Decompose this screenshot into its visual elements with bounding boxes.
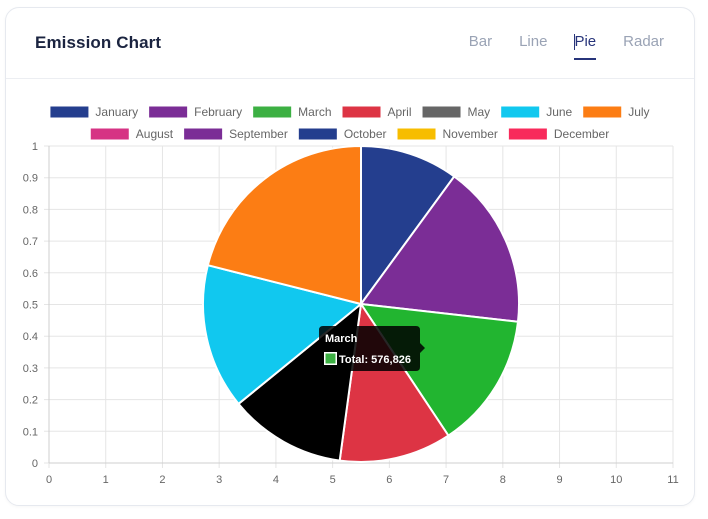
x-tick-label: 4 <box>273 474 279 486</box>
legend-swatch-june <box>501 106 540 118</box>
x-axis: 0 1 2 3 4 5 6 7 8 9 10 11 <box>46 474 679 486</box>
tab-line[interactable]: Line <box>519 33 547 60</box>
legend-label-december: December <box>554 127 609 141</box>
legend-swatch-february <box>149 106 188 118</box>
tab-radar-label: Radar <box>623 33 664 50</box>
legend-label-january: January <box>95 105 138 119</box>
tab-pie-label: Pie <box>574 33 597 50</box>
chart-title: Emission Chart <box>35 33 162 52</box>
text-cursor-caret <box>574 34 576 50</box>
x-tick-label: 7 <box>443 474 449 486</box>
legend-label-july: July <box>628 105 649 119</box>
legend-label-october: October <box>344 127 387 141</box>
y-tick-label: 0.4 <box>23 331 38 343</box>
tooltip-title: March <box>325 333 358 345</box>
y-tick-label: 0.1 <box>23 426 38 438</box>
pie-slice-january[interactable] <box>360 144 456 308</box>
y-tick-label: 1 <box>32 141 38 153</box>
legend-swatch-march <box>253 106 292 118</box>
legend-swatch-december <box>508 128 547 140</box>
x-tick-label: 6 <box>386 474 392 486</box>
pie-slices[interactable] <box>202 144 520 463</box>
y-axis: 0 0.1 0.2 0.3 0.4 0.5 0.6 0.7 0.8 0.9 1 <box>23 141 38 470</box>
x-tick-label: 8 <box>500 474 506 486</box>
y-tick-label: 0.7 <box>23 236 38 248</box>
legend-label-november: November <box>443 127 498 141</box>
x-tick-label: 5 <box>330 474 336 486</box>
legend-swatch-may <box>422 106 461 118</box>
legend-label-september: September <box>229 127 288 141</box>
tab-line-label: Line <box>519 33 548 50</box>
tab-pie[interactable]: Pie <box>574 33 596 60</box>
legend-label-february: February <box>194 105 242 119</box>
legend-label-august: August <box>136 127 174 141</box>
card-header: Emission Chart Bar Line Pie Radar <box>6 8 694 79</box>
y-tick-label: 0 <box>32 458 38 470</box>
tooltip-swatch <box>325 353 336 364</box>
legend-swatch-november <box>397 128 436 140</box>
legend-swatch-july <box>583 106 622 118</box>
pie-slice-june[interactable] <box>202 263 364 406</box>
emission-chart-card: Emission Chart Bar Line Pie Radar Januar… <box>5 7 695 506</box>
y-tick-label: 0.3 <box>23 363 38 375</box>
legend-swatch-september <box>184 128 223 140</box>
chart-legend: January February March April May June July Augu… <box>50 105 650 141</box>
x-tick-label: 9 <box>556 474 562 486</box>
legend-label-may: May <box>468 105 491 119</box>
y-tick-label: 0.8 <box>23 204 38 216</box>
tab-bar[interactable]: Bar <box>469 33 492 60</box>
legend-swatch-october <box>298 128 337 140</box>
legend-label-march: March <box>298 105 331 119</box>
chart-area: January February March April May June July Augu… <box>6 79 694 505</box>
tooltip-label: Total: 576,826 <box>339 354 411 366</box>
x-tick-label: 2 <box>159 474 165 486</box>
y-tick-label: 0.2 <box>23 395 38 407</box>
tooltip-background <box>319 326 425 371</box>
pie-slice-july[interactable] <box>206 144 362 306</box>
legend-swatch-august <box>90 128 129 140</box>
x-tick-label: 11 <box>667 474 678 486</box>
x-tick-label: 3 <box>216 474 222 486</box>
pie-slice-february[interactable] <box>359 175 520 323</box>
legend-label-june: June <box>546 105 572 119</box>
x-tick-label: 10 <box>610 474 622 486</box>
pie-chart-svg[interactable]: January February March April May June July Augu… <box>6 79 694 505</box>
legend-swatch-january <box>50 106 89 118</box>
y-tick-label: 0.9 <box>23 173 38 185</box>
y-tick-label: 0.6 <box>23 268 38 280</box>
chart-type-tabs: Bar Line Pie Radar <box>442 33 664 60</box>
x-tick-label: 0 <box>46 474 52 486</box>
legend-swatch-april <box>342 106 381 118</box>
tab-bar-label: Bar <box>468 33 493 50</box>
tab-radar[interactable]: Radar <box>623 33 664 60</box>
x-tick-label: 1 <box>103 474 109 486</box>
legend-label-april: April <box>388 105 412 119</box>
chart-tooltip: March Total: 576,826 <box>319 326 425 371</box>
y-tick-label: 0.5 <box>23 300 38 312</box>
